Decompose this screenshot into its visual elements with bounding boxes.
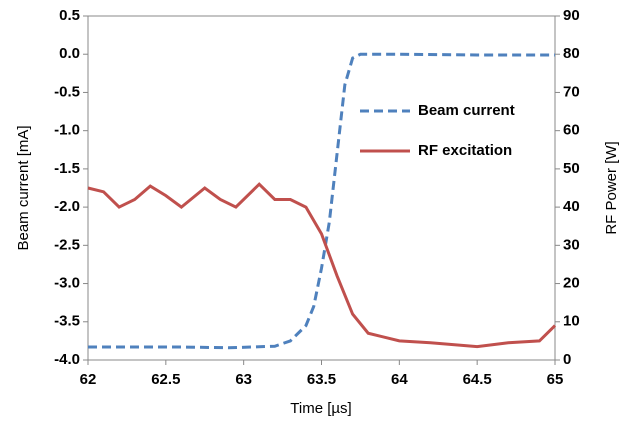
y-tick-label: -3.5 <box>54 313 80 330</box>
x-tick-label: 64.5 <box>463 371 492 388</box>
legend-label: Beam current <box>418 102 515 119</box>
plot-frame <box>87 15 556 361</box>
y2-tick-label: 80 <box>563 45 580 62</box>
x-tick-label: 64 <box>391 371 408 388</box>
x-tick-label: 62.5 <box>151 371 180 388</box>
x-tick-label: 63.5 <box>307 371 336 388</box>
y2-tick-label: 70 <box>563 83 580 100</box>
y-tick-label: -0.5 <box>54 83 80 100</box>
y-tick-label: -2.0 <box>54 198 80 215</box>
y-tick-label: 0.5 <box>59 7 80 24</box>
y2-tick-label: 20 <box>563 275 580 292</box>
y-tick-label: 0.0 <box>59 45 80 62</box>
y2-tick-label: 30 <box>563 236 580 253</box>
x-axis-title: Time [µs] <box>290 400 351 417</box>
x-tick-label: 65 <box>547 371 564 388</box>
y2-tick-label: 10 <box>563 313 580 330</box>
y2-tick-label: 40 <box>563 198 580 215</box>
x-tick-label: 62 <box>80 371 97 388</box>
y-tick-label: -1.5 <box>54 160 80 177</box>
y-tick-label: -1.0 <box>54 122 80 139</box>
y-axis-title: Beam current [mA] <box>15 125 32 250</box>
x-tick-label: 63 <box>235 371 252 388</box>
y-tick-label: -4.0 <box>54 351 80 368</box>
series-line <box>88 52 555 350</box>
y2-axis-title: RF Power [W] <box>603 141 620 234</box>
y2-tick-label: 0 <box>563 351 571 368</box>
legend-label: RF excitation <box>418 142 512 159</box>
y-tick-label: -2.5 <box>54 236 80 253</box>
y-tick-label: -3.0 <box>54 275 80 292</box>
series-line <box>87 182 557 349</box>
y2-tick-label: 60 <box>563 122 580 139</box>
y2-tick-label: 50 <box>563 160 580 177</box>
y2-tick-label: 90 <box>563 7 580 24</box>
